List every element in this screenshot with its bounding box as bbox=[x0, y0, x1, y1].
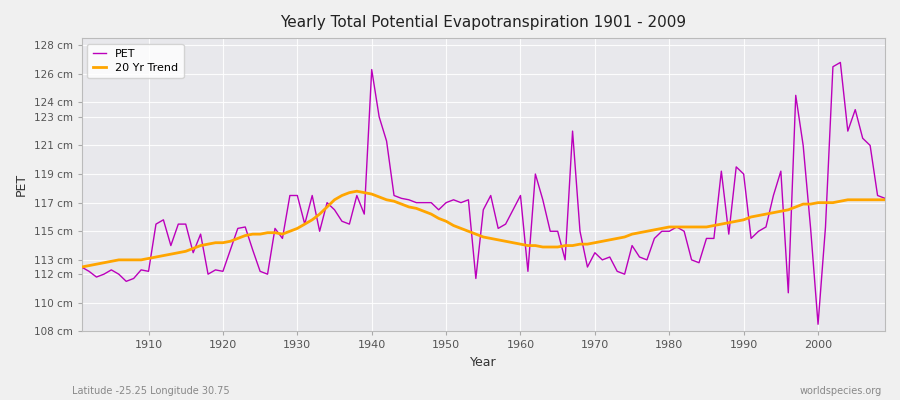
PET bbox=[835, 60, 846, 65]
PET bbox=[879, 196, 890, 201]
PET bbox=[813, 322, 824, 327]
PET bbox=[300, 222, 310, 226]
Y-axis label: PET: PET bbox=[15, 173, 28, 196]
20 Yr Trend bbox=[612, 236, 623, 241]
20 Yr Trend bbox=[515, 242, 526, 246]
Line: 20 Yr Trend: 20 Yr Trend bbox=[82, 191, 885, 267]
PET bbox=[605, 255, 616, 260]
PET bbox=[76, 265, 87, 270]
20 Yr Trend bbox=[300, 222, 310, 226]
Line: PET: PET bbox=[82, 62, 885, 324]
Text: worldspecies.org: worldspecies.org bbox=[800, 386, 882, 396]
20 Yr Trend bbox=[344, 190, 355, 195]
Legend: PET, 20 Yr Trend: PET, 20 Yr Trend bbox=[87, 44, 184, 78]
20 Yr Trend bbox=[351, 189, 362, 194]
20 Yr Trend bbox=[879, 197, 890, 202]
20 Yr Trend bbox=[76, 265, 87, 270]
PET bbox=[136, 268, 147, 272]
X-axis label: Year: Year bbox=[470, 356, 497, 369]
PET bbox=[344, 222, 355, 226]
PET bbox=[515, 193, 526, 198]
20 Yr Trend bbox=[136, 258, 147, 262]
Text: Latitude -25.25 Longitude 30.75: Latitude -25.25 Longitude 30.75 bbox=[72, 386, 230, 396]
Title: Yearly Total Potential Evapotranspiration 1901 - 2009: Yearly Total Potential Evapotranspiratio… bbox=[280, 15, 687, 30]
20 Yr Trend bbox=[523, 243, 534, 248]
PET bbox=[508, 208, 518, 212]
